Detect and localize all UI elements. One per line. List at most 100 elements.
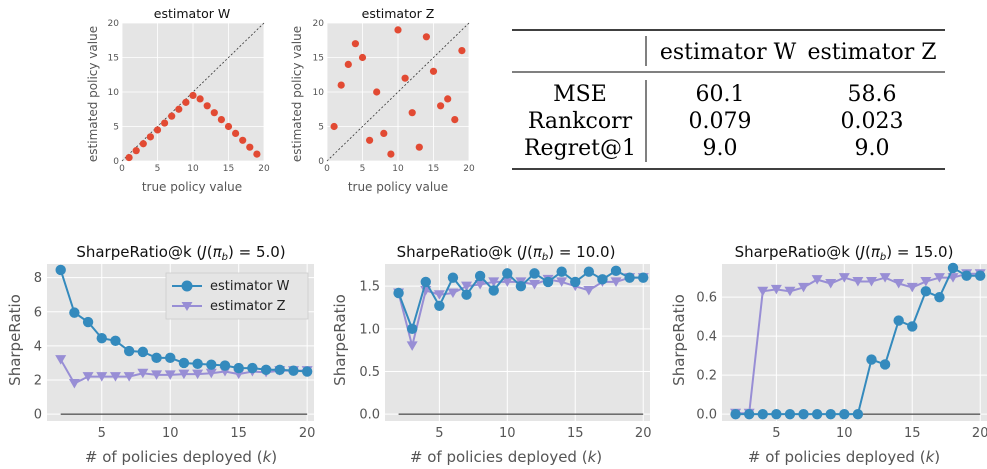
sharpe-chart-10-point-estimator-w [610,265,622,277]
scatter-z-point [437,102,445,110]
sharpe-chart-10-point-estimator-z [474,279,486,290]
scatter-z-point [366,136,374,144]
sharpe-chart-15-ytick-label: 0.2 [696,369,717,384]
sharpe-chart-10-point-estimator-z [583,285,595,296]
sharpe-chart-10-point-estimator-w [461,289,472,300]
scatter-w-point [239,136,247,144]
sharpe-chart-10-point-estimator-z [447,288,459,299]
sharpe-chart-15-point-estimator-z [838,273,850,283]
sharpe-chart-5-ytick-label: 0 [34,408,42,423]
sharpe-chart-5-ytick-label: 6 [34,305,42,320]
sharpe-chart-15-point-estimator-w [907,321,918,332]
sharpe-chart-15-point-estimator-z [757,286,769,297]
sharpe-chart-15-point-estimator-w [743,408,755,420]
scatter-z-point [344,60,352,68]
sharpe-chart-10: 5 10 15 20 0.0 0.5 1.0 1.5 SharpeRatio@k (J(πb)… [331,243,651,466]
sharpe-chart-10-xlabel: # of policies deployed (k) [410,448,602,466]
sharpe-chart-10-point-estimator-z [488,277,500,287]
legend-marker-estimator-z [181,302,193,311]
sharpe-chart-10-xtick-label: 5 [435,426,443,441]
scatter-w-point [153,126,162,134]
scatter-z-xlabel: true policy value [348,180,448,194]
sharpe-chart-5-ytick-label: 2 [34,374,42,389]
sharpe-chart-15-point-estimator-z [920,277,932,287]
scatter-w-xtick-label: 0 [119,164,125,174]
sharpe-chart-15-point-estimator-w [947,262,959,274]
sharpe-chart-5-point-estimator-z [82,372,94,382]
scatter-w-xtick-label: 20 [258,164,270,174]
scatter-z-point [380,129,388,137]
sharpe-chart-5-point-estimator-w [206,359,217,370]
sharpe-chart-5-ylabel: SharpeRatio [6,294,24,386]
sharpe-chart-5-point-estimator-z [205,368,217,379]
sharpe-chart-15-point-estimator-w [771,408,782,420]
sharpe-chart-15-point-estimator-w [879,359,891,370]
scatter-z-point [451,116,459,124]
table-cell: 0.079 [689,109,752,134]
scatter-w-point [246,143,254,151]
scatter-z-point [394,26,402,34]
table-cell: 9.0 [703,136,738,161]
sharpe-chart-15-point-estimator-w [757,408,768,420]
table-row-label: Rankcorr [528,109,633,134]
sharpe-chart-5-point-estimator-w [219,360,231,371]
sharpe-chart-10-point-estimator-w [597,274,608,285]
scatter-z-ytick-label: 0 [318,157,324,167]
table-row-label: MSE [553,82,607,107]
sharpe-chart-10-point-estimator-w [406,323,418,335]
sharpe-chart-5-ytick-label: 8 [34,271,42,286]
legend-label-estimator-z: estimator Z [210,299,286,314]
sharpe-chart-15-point-estimator-w [934,291,945,303]
legend-marker-estimator-w [181,280,193,292]
sharpe-chart-15-grid: 5 10 15 20 0.0 0.2 0.4 0.6 [696,262,987,441]
sharpe-chart-10-grid: 5 10 15 20 0.0 0.5 1.0 1.5 [359,264,651,441]
sharpe-chart-10-point-estimator-w [542,276,554,288]
sharpe-chart-5-point-estimator-w [274,364,285,376]
scatter-z-point [373,88,381,96]
sharpe-chart-5-point-estimator-z [96,372,108,382]
sharpe-chart-10-ytick-label: 1.5 [359,280,380,295]
table-cell: 0.023 [841,109,904,134]
scatter-z-title: estimator Z [362,6,435,21]
sharpe-chart-15-point-estimator-z [825,279,837,289]
scatter-z-ylabel: estimated policy value [290,26,304,162]
sharpe-chart-5-point-estimator-z [192,369,204,380]
scatter-z-diagonal-line [326,22,470,162]
scatter-w-point [196,95,204,103]
scatter-w-xlabel: true policy value [142,180,242,194]
scatter-w-point [189,91,197,100]
sharpe-chart-10-point-estimator-w [556,266,567,277]
table-cell: 58.6 [848,82,897,107]
sharpe-chart-5-xtick-label: 10 [162,426,179,441]
sharpe-chart-15-point-estimator-w [811,408,823,420]
sharpe-chart-5-xtick-label: 15 [230,426,247,441]
sharpe-chart-15-point-estimator-w [920,286,932,297]
sharpe-chart-5-point-estimator-z [151,370,163,380]
scatter-w-xtick-label: 5 [155,164,161,174]
scatter-w-ytick-label: 0 [113,157,119,167]
sharpe-chart-5-point-estimator-w [247,362,258,374]
sharpe-chart-5-point-estimator-w [69,307,80,318]
sharpe-chart-10-plot-area [385,264,650,421]
table-cell: 9.0 [855,136,890,161]
sharpe-chart-15-point-estimator-w [784,408,796,420]
scatter-w-point [217,116,225,124]
legend-box [165,272,309,320]
sharpe-chart-5-point-estimator-w [82,316,94,328]
sharpe-chart-5-point-estimator-z [178,369,190,380]
sharpe-chart-5-point-estimator-w [96,333,107,344]
sharpe-chart-5-xlabel: # of policies deployed (k) [85,448,277,466]
sharpe-chart-15-point-estimator-z [906,282,918,293]
scatter-w-point [161,119,169,127]
sharpe-chart-10-point-estimator-w [434,300,445,312]
scatter-z-point [422,33,430,41]
scatter-w-point [253,150,261,158]
sharpe-chart-10-point-estimator-w [474,270,486,282]
sharpe-chart-5-point-estimator-w [123,345,135,357]
scatter-w-xtick-label: 10 [187,164,199,174]
sharpe-chart-15-ytick-label: 0.0 [696,408,717,423]
sharpe-chart-5: 5 10 15 20 0 2 4 6 8 SharpeRatio@k (J(πb) = 5.0)… [6,243,315,466]
sharpe-chart-15-xtick-label: 10 [836,426,853,441]
sharpe-chart-10-point-estimator-w [447,272,459,283]
sharpe-chart-5-point-estimator-w [301,366,313,377]
